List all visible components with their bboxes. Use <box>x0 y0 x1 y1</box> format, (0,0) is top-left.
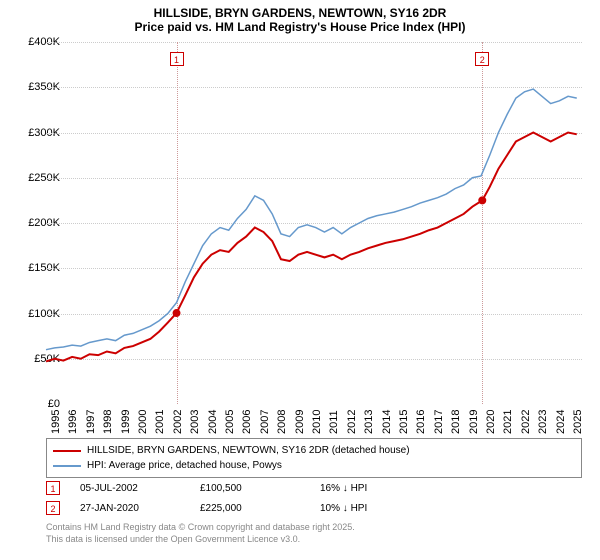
row-delta: 16% ↓ HPI <box>320 483 440 494</box>
x-tick-label: 1999 <box>120 410 132 434</box>
x-tick-label: 2014 <box>381 410 393 434</box>
x-tick-label: 2006 <box>241 410 253 434</box>
x-tick-label: 2017 <box>433 410 445 434</box>
row-marker-1: 1 <box>46 481 60 495</box>
legend: HILLSIDE, BRYN GARDENS, NEWTOWN, SY16 2D… <box>46 438 582 478</box>
row-price: £225,000 <box>200 503 320 514</box>
row-marker-2: 2 <box>46 501 60 515</box>
row-price: £100,500 <box>200 483 320 494</box>
row-date: 27-JAN-2020 <box>80 503 200 514</box>
x-tick-label: 2010 <box>311 410 323 434</box>
table-row: 2 27-JAN-2020 £225,000 10% ↓ HPI <box>46 498 582 518</box>
x-tick-label: 2015 <box>398 410 410 434</box>
x-tick-label: 2012 <box>346 410 358 434</box>
series-line <box>46 133 577 362</box>
x-tick-label: 2002 <box>172 410 184 434</box>
x-tick-label: 2020 <box>485 410 497 434</box>
x-tick-label: 1997 <box>85 410 97 434</box>
x-tick-label: 2021 <box>502 410 514 434</box>
row-date: 05-JUL-2002 <box>80 483 200 494</box>
legend-swatch-0 <box>53 450 81 452</box>
table-row: 1 05-JUL-2002 £100,500 16% ↓ HPI <box>46 478 582 498</box>
legend-swatch-1 <box>53 465 81 467</box>
legend-label-1: HPI: Average price, detached house, Powy… <box>87 460 282 471</box>
title-line1: HILLSIDE, BRYN GARDENS, NEWTOWN, SY16 2D… <box>0 6 600 20</box>
x-tick-label: 2005 <box>224 410 236 434</box>
data-point-marker <box>173 309 181 317</box>
x-tick-label: 2004 <box>207 410 219 434</box>
x-tick-label: 1998 <box>102 410 114 434</box>
x-tick-label: 2018 <box>450 410 462 434</box>
x-tick-label: 2009 <box>294 410 306 434</box>
x-tick-label: 2008 <box>276 410 288 434</box>
chart-title: HILLSIDE, BRYN GARDENS, NEWTOWN, SY16 2D… <box>0 0 600 36</box>
x-tick-label: 2023 <box>537 410 549 434</box>
attribution-line2: This data is licensed under the Open Gov… <box>46 534 355 546</box>
data-table: 1 05-JUL-2002 £100,500 16% ↓ HPI 2 27-JA… <box>46 478 582 518</box>
x-tick-label: 1995 <box>50 410 62 434</box>
x-tick-label: 2003 <box>189 410 201 434</box>
legend-item: HILLSIDE, BRYN GARDENS, NEWTOWN, SY16 2D… <box>53 443 575 458</box>
x-tick-label: 2011 <box>328 410 340 434</box>
x-tick-label: 2007 <box>259 410 271 434</box>
x-tick-label: 2001 <box>154 410 166 434</box>
row-delta: 10% ↓ HPI <box>320 503 440 514</box>
x-tick-label: 2016 <box>415 410 427 434</box>
chart-plot <box>46 42 582 404</box>
x-tick-label: 2000 <box>137 410 149 434</box>
x-tick-label: 2019 <box>468 410 480 434</box>
x-tick-label: 2013 <box>363 410 375 434</box>
legend-label-0: HILLSIDE, BRYN GARDENS, NEWTOWN, SY16 2D… <box>87 445 410 456</box>
x-tick-label: 2022 <box>520 410 532 434</box>
data-point-marker <box>478 196 486 204</box>
x-tick-label: 2025 <box>572 410 584 434</box>
attribution-line1: Contains HM Land Registry data © Crown c… <box>46 522 355 534</box>
series-line <box>46 89 577 350</box>
attribution: Contains HM Land Registry data © Crown c… <box>46 522 355 545</box>
title-line2: Price paid vs. HM Land Registry's House … <box>0 20 600 34</box>
x-tick-label: 1996 <box>67 410 79 434</box>
x-tick-label: 2024 <box>555 410 567 434</box>
legend-item: HPI: Average price, detached house, Powy… <box>53 458 575 473</box>
